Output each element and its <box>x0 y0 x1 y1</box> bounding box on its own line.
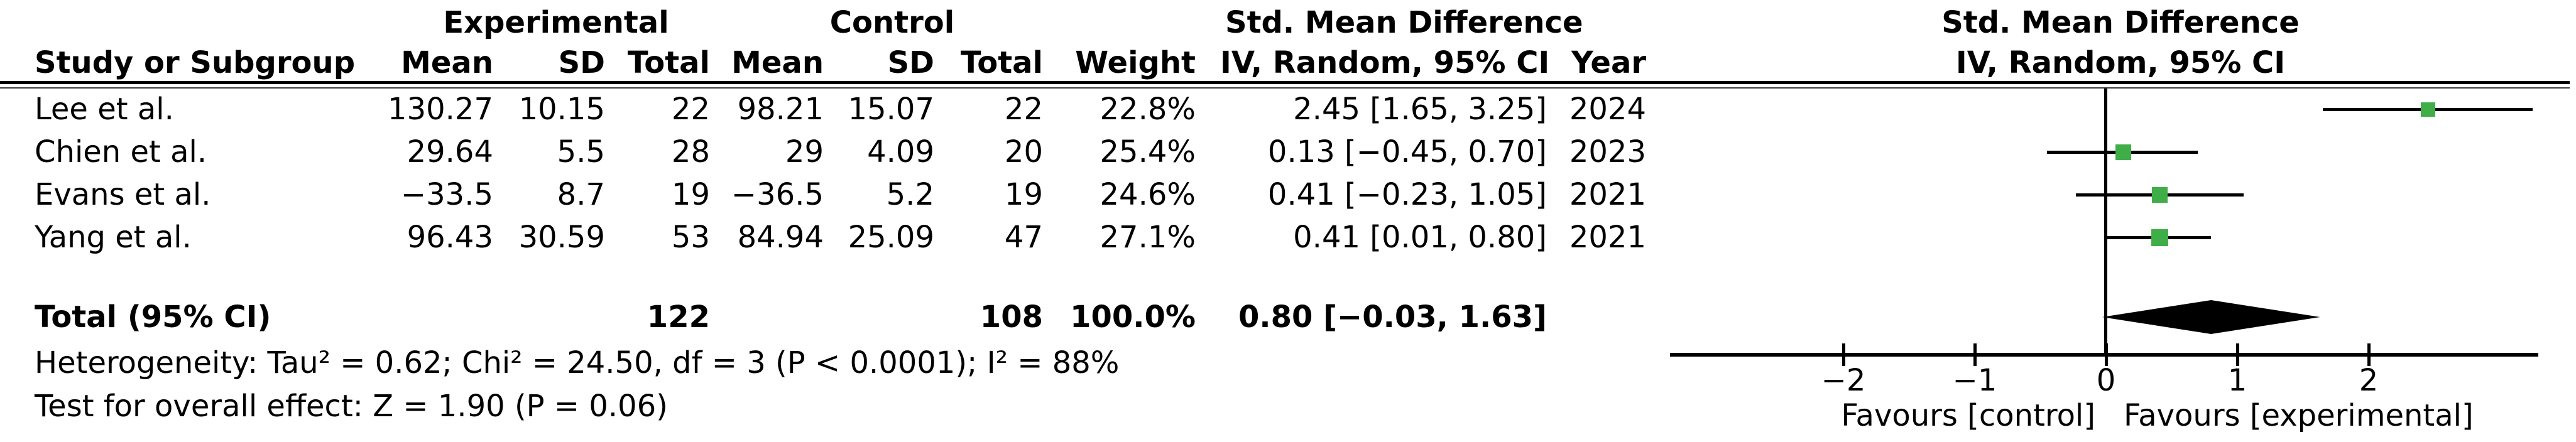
cell-year: 2024 <box>1569 91 1646 127</box>
cell-ctl-sd: 25.09 <box>848 219 934 255</box>
total-weight: 100.0% <box>1070 299 1196 335</box>
cell-weight: 22.8% <box>1100 91 1196 127</box>
study-name: Evans et al. <box>35 176 211 212</box>
cell-weight: 25.4% <box>1100 134 1196 170</box>
total-label: Total (95% CI) <box>35 299 271 335</box>
study-name: Chien et al. <box>35 134 207 170</box>
cell-exp-sd: 5.5 <box>557 134 605 170</box>
cell-ctl-total: 20 <box>1004 134 1043 170</box>
header-separator-thin-line <box>0 87 2570 89</box>
cell-ctl-sd: 15.07 <box>848 91 934 127</box>
study-smd-marker <box>2152 186 2168 203</box>
zero-effect-line <box>2104 89 2107 355</box>
cell-ctl-mean: 84.94 <box>737 219 824 255</box>
cell-year: 2023 <box>1569 134 1646 170</box>
cell-ctl-mean: −36.5 <box>731 176 824 212</box>
smd-group-header: Std. Mean Difference <box>1225 4 1583 40</box>
ctl-sd-column-header: SD <box>887 45 934 80</box>
cell-exp-sd: 8.7 <box>557 176 605 212</box>
ctl-total-column-header: Total <box>960 45 1043 80</box>
total-effect-diamond <box>2102 300 2320 334</box>
header-separator-thick-line <box>0 81 2570 84</box>
cell-exp-total: 53 <box>671 219 710 255</box>
cell-ctl-mean: 29 <box>785 134 824 170</box>
axis-tick-label: 0 <box>2096 363 2116 398</box>
cell-weight: 27.1% <box>1100 219 1196 255</box>
total-ctl-total: 108 <box>980 299 1043 335</box>
weight-column-header: Weight <box>1075 45 1196 80</box>
cell-weight: 24.6% <box>1100 176 1196 212</box>
cell-exp-mean: 96.43 <box>407 219 493 255</box>
exp-sd-column-header: SD <box>558 45 605 80</box>
total-exp-total: 122 <box>647 299 710 335</box>
cell-ci: 0.13 [−0.45, 0.70] <box>1267 134 1547 170</box>
study-name: Lee et al. <box>35 91 174 127</box>
axis-tick-label: 2 <box>2359 363 2379 398</box>
axis-tick-mark <box>2236 343 2239 366</box>
study-smd-marker <box>2151 229 2169 246</box>
study-name: Yang et al. <box>35 219 192 255</box>
cell-ctl-sd: 4.09 <box>867 134 934 170</box>
plot-header-line1: Std. Mean Difference <box>1941 4 2300 40</box>
cell-ctl-total: 22 <box>1004 91 1043 127</box>
favours-control-label: Favours [control] <box>1841 397 2095 433</box>
cell-exp-sd: 10.15 <box>518 91 605 127</box>
axis-tick-mark <box>1973 343 1977 366</box>
ci-column-header: IV, Random, 95% CI <box>1220 45 1550 80</box>
axis-tick-label: −2 <box>1821 363 1866 398</box>
favours-experimental-label: Favours [experimental] <box>2124 397 2474 433</box>
axis-tick-mark <box>2367 343 2371 366</box>
cell-exp-mean: 29.64 <box>407 134 493 170</box>
cell-year: 2021 <box>1569 176 1646 212</box>
total-ci: 0.80 [−0.03, 1.63] <box>1238 299 1547 335</box>
cell-ci: 2.45 [1.65, 3.25] <box>1293 91 1547 127</box>
plot-header-line2: IV, Random, 95% CI <box>1955 45 2286 80</box>
axis-tick-mark <box>1842 343 1845 366</box>
axis-tick-label: −1 <box>1952 363 1997 398</box>
exp-mean-column-header: Mean <box>401 45 493 80</box>
experimental-group-header: Experimental <box>443 4 669 40</box>
cell-exp-total: 28 <box>671 134 710 170</box>
cell-ci: 0.41 [−0.23, 1.05] <box>1267 176 1547 212</box>
cell-exp-mean: 130.27 <box>388 91 493 127</box>
exp-total-column-header: Total <box>627 45 710 80</box>
overall-effect-footnote: Test for overall effect: Z = 1.90 (P = 0… <box>35 388 668 424</box>
ctl-mean-column-header: Mean <box>731 45 824 80</box>
cell-ctl-total: 19 <box>1004 176 1043 212</box>
cell-year: 2021 <box>1569 219 1646 255</box>
study-smd-marker <box>2115 144 2131 160</box>
cell-exp-mean: −33.5 <box>400 176 493 212</box>
axis-tick-mark <box>2105 343 2108 366</box>
axis-tick-label: 1 <box>2227 363 2247 398</box>
cell-ctl-mean: 98.21 <box>737 91 824 127</box>
cell-ci: 0.41 [0.01, 0.80] <box>1293 219 1547 255</box>
study-column-header: Study or Subgroup <box>35 45 356 80</box>
control-group-header: Control <box>829 4 955 40</box>
year-column-header: Year <box>1571 45 1646 80</box>
study-smd-marker <box>2420 102 2435 117</box>
cell-ctl-total: 47 <box>1004 219 1043 255</box>
x-axis-line <box>1670 353 2538 357</box>
cell-exp-sd: 30.59 <box>518 219 605 255</box>
cell-ctl-sd: 5.2 <box>886 176 934 212</box>
heterogeneity-footnote: Heterogeneity: Tau² = 0.62; Chi² = 24.50… <box>35 345 1120 380</box>
cell-exp-total: 22 <box>671 91 710 127</box>
cell-exp-total: 19 <box>671 176 710 212</box>
